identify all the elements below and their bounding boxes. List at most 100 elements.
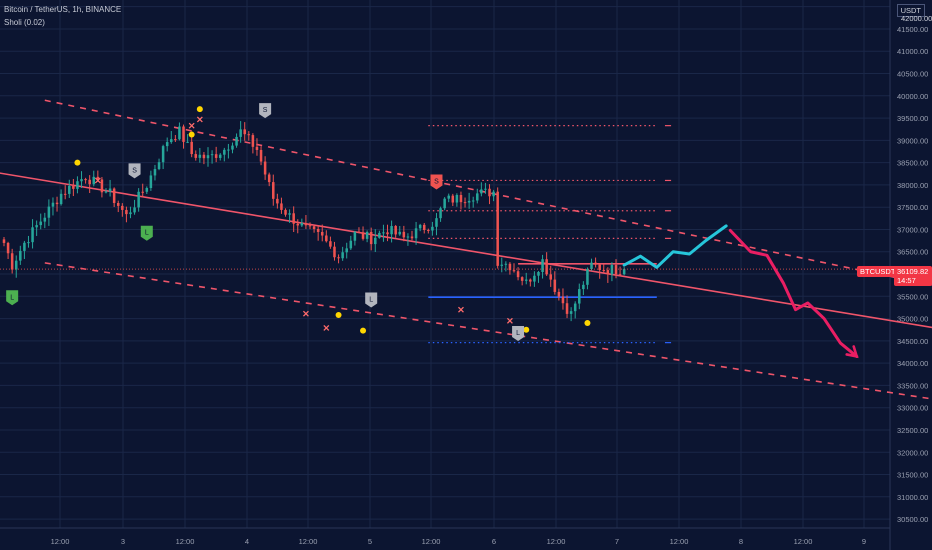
candle-body — [622, 269, 626, 275]
signal-marker — [430, 174, 443, 190]
x-tick-label: 3 — [121, 537, 125, 546]
candle-body — [276, 198, 279, 204]
forecast-down-path — [728, 228, 859, 358]
candle-body — [170, 139, 173, 143]
candle-body — [361, 232, 365, 239]
candle-body — [6, 242, 10, 254]
y-tick-label: 40500.00 — [897, 70, 928, 79]
candle-body — [267, 174, 271, 183]
candle-body — [149, 175, 153, 189]
candle-body — [349, 240, 353, 249]
candle-body — [76, 181, 79, 189]
indicator-label[interactable]: Sholi (0.02) — [4, 18, 45, 27]
candle-body — [341, 252, 344, 259]
currency-badge[interactable]: USDT — [896, 4, 925, 17]
candle-body — [553, 279, 557, 292]
candle-body — [31, 227, 34, 243]
candle-body — [500, 264, 504, 266]
candle-body — [223, 149, 226, 155]
candle-body — [272, 182, 275, 199]
signal-marker-label: S — [132, 167, 137, 174]
y-tick-label: 34000.00 — [897, 359, 928, 368]
x-tick-label: 12:00 — [670, 537, 689, 546]
candle-body — [398, 231, 402, 235]
candle-body — [227, 149, 230, 151]
candle-body — [496, 191, 499, 266]
candle-body — [96, 176, 100, 180]
candle-body — [84, 179, 87, 181]
sar-dot — [196, 106, 203, 113]
y-tick-label: 35500.00 — [897, 292, 928, 301]
candle-body — [582, 284, 585, 290]
candle-body — [263, 161, 267, 175]
candle-body — [190, 141, 193, 155]
candle-body — [80, 179, 83, 182]
candle-body — [394, 226, 397, 235]
candle-body — [427, 229, 430, 231]
y-tick-label: 32000.00 — [897, 448, 928, 457]
candle-body — [406, 236, 410, 238]
candle-body — [484, 188, 487, 190]
candle-body — [435, 218, 438, 227]
candle-body — [243, 129, 246, 135]
signal-marker-label: S — [263, 107, 268, 114]
candle-body — [390, 226, 393, 235]
signal-marker — [128, 163, 141, 179]
candle-body — [141, 191, 144, 193]
candle-body — [447, 195, 450, 199]
candle-body — [476, 193, 479, 201]
signal-marker — [259, 103, 272, 119]
candle-body — [104, 191, 108, 193]
candle-body — [337, 257, 340, 259]
candle-body — [610, 265, 614, 275]
candle-body — [369, 231, 373, 245]
candle-body — [35, 225, 38, 228]
x-tick-label: 12:00 — [794, 537, 813, 546]
candle-body — [43, 217, 47, 222]
sar-dot — [335, 312, 342, 319]
x-tick-label: 8 — [739, 537, 743, 546]
y-tick-label: 33000.00 — [897, 404, 928, 413]
last-price-tag: 36109.82 14:57 — [894, 266, 932, 286]
candle-body — [202, 154, 206, 159]
y-tick-label: 40000.00 — [897, 92, 928, 101]
candle-body — [27, 242, 30, 244]
candle-body — [573, 303, 577, 312]
candle-body — [443, 198, 446, 209]
exit-cross — [302, 310, 309, 317]
candle-body — [382, 232, 385, 234]
candle-body — [618, 274, 622, 276]
forecast-arrow-head — [845, 345, 859, 359]
exit-cross — [458, 306, 464, 313]
signal-marker-label: L — [10, 294, 14, 301]
candle-body — [529, 279, 532, 282]
last-price: 36109.82 — [897, 267, 929, 276]
candle-body — [92, 176, 96, 185]
candle-body — [157, 162, 161, 170]
y-tick-label: 34500.00 — [897, 337, 928, 346]
sar-dot — [360, 327, 367, 334]
candle-body — [480, 189, 483, 194]
candle-body — [431, 226, 434, 231]
candle-body — [590, 262, 593, 270]
candle-body — [320, 231, 324, 236]
candle-body — [439, 208, 442, 219]
candle-body — [14, 260, 18, 270]
candle-body — [280, 203, 283, 210]
candle-body — [418, 224, 422, 229]
x-tick-label: 4 — [245, 537, 249, 546]
x-tick-label: 12:00 — [547, 537, 566, 546]
candle-body — [459, 195, 463, 203]
candle-body — [533, 275, 536, 282]
candle-body — [537, 272, 540, 276]
candle-body — [386, 232, 389, 235]
y-tick-label: 35000.00 — [897, 315, 928, 324]
candle-body — [55, 202, 59, 205]
y-tick-label: 38000.00 — [897, 181, 928, 190]
candle-body — [251, 135, 255, 147]
candle-body — [598, 264, 601, 271]
candle-body — [23, 242, 26, 251]
candle-body — [133, 207, 136, 213]
